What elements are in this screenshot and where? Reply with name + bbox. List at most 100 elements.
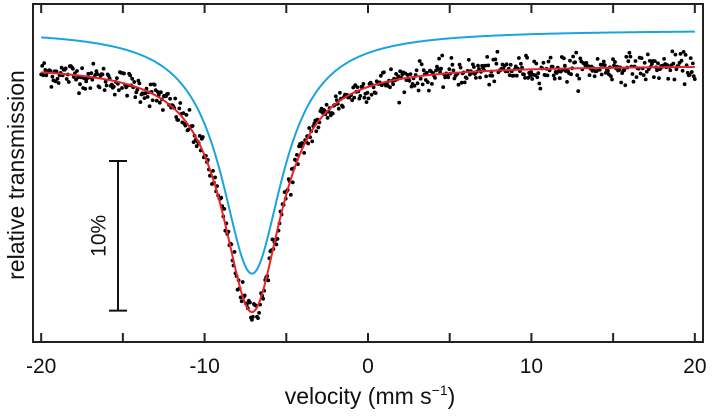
x-tick-label: -10 <box>189 355 219 378</box>
data-point <box>407 78 412 83</box>
data-point <box>130 76 135 81</box>
data-point <box>150 98 155 103</box>
data-point <box>447 67 452 71</box>
data-point <box>577 76 582 81</box>
data-point <box>504 62 509 67</box>
data-point <box>330 111 335 116</box>
data-point <box>270 237 275 242</box>
data-point <box>232 250 237 254</box>
data-point <box>91 61 96 66</box>
data-point <box>336 106 341 111</box>
data-point <box>692 77 697 81</box>
data-point <box>682 82 687 87</box>
data-point <box>673 52 678 57</box>
data-point <box>95 72 100 76</box>
data-point <box>112 92 117 97</box>
data-point <box>575 73 580 78</box>
data-point <box>49 85 54 89</box>
data-point <box>420 82 425 87</box>
data-point <box>490 73 495 78</box>
data-point <box>552 76 557 81</box>
data-point <box>630 72 635 76</box>
data-point <box>536 71 541 76</box>
data-point <box>138 100 143 104</box>
data-point <box>316 125 321 130</box>
data-point <box>631 79 636 84</box>
data-point <box>647 59 652 63</box>
data-point <box>147 104 152 109</box>
data-point <box>642 60 647 65</box>
data-point <box>474 76 478 80</box>
data-point <box>161 108 165 112</box>
data-point <box>333 94 338 99</box>
data-point <box>680 68 685 73</box>
data-point <box>525 55 529 60</box>
data-point <box>157 100 162 105</box>
data-point <box>76 75 80 80</box>
data-point <box>633 59 638 63</box>
data-point <box>462 80 467 85</box>
data-point <box>671 61 676 66</box>
data-point <box>599 72 604 77</box>
data-point <box>257 311 261 315</box>
data-point <box>436 66 440 71</box>
data-point <box>397 100 402 105</box>
data-point <box>421 68 426 73</box>
data-point <box>477 67 481 71</box>
data-point <box>416 88 421 93</box>
data-point <box>601 59 606 64</box>
data-point <box>219 195 224 200</box>
data-point <box>97 85 102 90</box>
scale-bar: 10% <box>88 160 127 312</box>
data-point <box>573 60 577 65</box>
data-point <box>441 85 446 89</box>
data-point <box>338 90 342 95</box>
data-point <box>472 65 476 69</box>
data-point <box>248 300 252 305</box>
data-point <box>476 63 480 68</box>
data-point <box>306 141 311 146</box>
data-point <box>365 90 370 95</box>
data-point <box>535 75 540 80</box>
data-point <box>240 280 245 284</box>
data-point <box>388 85 392 90</box>
data-point <box>89 71 94 76</box>
data-point <box>42 61 47 65</box>
data-point <box>690 61 695 66</box>
data-point <box>514 73 519 78</box>
data-point <box>101 66 106 71</box>
data-point <box>645 52 650 57</box>
data-point <box>657 76 661 80</box>
data-point <box>587 73 592 78</box>
data-point <box>492 79 497 84</box>
data-point <box>655 68 659 73</box>
data-point <box>681 50 686 54</box>
data-point <box>213 175 218 180</box>
data-point <box>622 68 627 73</box>
data-point <box>687 73 692 77</box>
x-tick-label: 0 <box>362 355 374 378</box>
data-point <box>613 60 617 64</box>
data-point <box>90 77 95 82</box>
data-point <box>78 82 82 87</box>
data-point <box>485 55 490 59</box>
data-point <box>683 53 688 57</box>
data-point <box>405 72 410 77</box>
data-point <box>565 80 569 84</box>
scale-bar-label: 10% <box>88 215 111 257</box>
data-point <box>82 76 86 81</box>
data-point <box>494 61 499 66</box>
data-point <box>145 95 150 99</box>
data-point <box>644 69 649 74</box>
data-point <box>80 66 84 71</box>
data-point <box>396 74 401 79</box>
data-point <box>355 85 360 89</box>
data-point <box>534 61 539 66</box>
data-point <box>417 59 422 63</box>
data-point <box>324 102 329 107</box>
data-point <box>414 68 419 73</box>
data-point <box>425 80 430 85</box>
data-point <box>373 91 378 95</box>
data-point <box>440 53 445 58</box>
data-point <box>352 95 357 100</box>
